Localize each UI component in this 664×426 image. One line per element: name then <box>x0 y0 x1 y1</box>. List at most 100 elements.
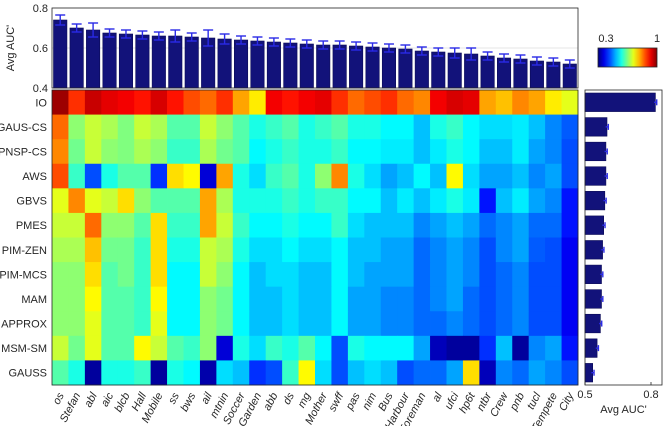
heatmap-chart: IO GAUS-CS PNSP-CS AWS GBVS PMES PIM-ZEN PIM-MC… <box>0 89 579 426</box>
top-bar <box>381 47 396 89</box>
heatmap-row-label: IO <box>35 97 47 109</box>
heatmap-cell <box>413 286 431 312</box>
heatmap-cell <box>512 335 530 361</box>
heatmap-cell <box>134 237 152 263</box>
heatmap-cell <box>347 311 365 337</box>
heatmap-cell <box>216 335 234 361</box>
heatmap-cell <box>282 139 299 165</box>
heatmap-cell <box>397 237 415 263</box>
heatmap-cell <box>298 188 316 214</box>
heatmap-cell <box>364 163 382 189</box>
heatmap-cell <box>216 163 234 189</box>
heatmap-cell <box>249 114 267 140</box>
heatmap-cell <box>265 212 283 238</box>
heatmap-cell <box>512 262 530 288</box>
heatmap-cell <box>380 360 398 386</box>
heatmap-cell <box>479 237 497 263</box>
heatmap-cell <box>364 212 382 238</box>
heatmap-cell <box>134 212 152 238</box>
heatmap-cell <box>462 262 480 288</box>
top-bar <box>299 43 314 89</box>
heatmap-cell <box>150 188 168 214</box>
heatmap-cell <box>430 262 447 288</box>
heatmap-cell <box>315 90 332 115</box>
heatmap-cell <box>84 311 102 337</box>
heatmap-cell <box>315 139 332 165</box>
heatmap-cell <box>495 360 513 386</box>
heatmap-cell <box>561 212 579 238</box>
heatmap-cell <box>397 335 415 361</box>
heatmap-cell <box>545 139 562 165</box>
heatmap-cell <box>430 311 447 337</box>
heatmap-cell <box>117 262 135 288</box>
heatmap-cell <box>545 237 562 263</box>
heatmap-cell <box>282 90 299 115</box>
heatmap-cell <box>134 311 152 337</box>
heatmap-cell <box>265 237 283 263</box>
heatmap-cell <box>167 163 184 189</box>
heatmap-cell <box>101 360 119 386</box>
heatmap-cell <box>331 360 349 386</box>
heatmap-cell <box>479 139 497 165</box>
heatmap-cell <box>347 335 365 361</box>
heatmap-cell <box>347 188 365 214</box>
heatmap-cell <box>413 163 431 189</box>
heatmap-cell <box>512 311 530 337</box>
heatmap-cell <box>561 139 579 165</box>
heatmap-row-label: GBVS <box>16 196 47 208</box>
heatmap-cell <box>364 139 382 165</box>
heatmap-cell <box>430 335 447 361</box>
heatmap-cell <box>397 212 415 238</box>
heatmap-cell <box>430 139 447 165</box>
heatmap-cell <box>380 335 398 361</box>
heatmap-cell <box>84 188 102 214</box>
heatmap-cell <box>331 114 349 140</box>
heatmap-cell <box>150 139 168 165</box>
heatmap-cell <box>315 286 332 312</box>
heatmap-column-label: pas <box>343 390 363 413</box>
heatmap-cell <box>380 237 398 263</box>
heatmap-cell <box>495 237 513 263</box>
top-bar <box>414 50 429 89</box>
heatmap-cell <box>199 114 217 140</box>
heatmap-cell <box>167 212 184 238</box>
heatmap-cell <box>232 286 250 312</box>
heatmap-cell <box>249 335 267 361</box>
heatmap-cell <box>232 262 250 288</box>
top-axes-box <box>51 7 579 89</box>
heatmap-cell <box>528 286 546 312</box>
heatmap-cell <box>134 90 152 115</box>
heatmap-cell <box>167 90 184 115</box>
heatmap-cell <box>331 286 349 312</box>
heatmap-cell <box>528 262 546 288</box>
heatmap-cell <box>183 262 201 288</box>
heatmap-cell <box>84 212 102 238</box>
heatmap-cell <box>167 237 184 263</box>
heatmap-cell <box>479 114 497 140</box>
heatmap-cell <box>413 311 431 337</box>
heatmap-cell <box>430 114 447 140</box>
heatmap-cell <box>462 114 480 140</box>
heatmap-cell <box>52 163 69 189</box>
heatmap-cell <box>249 286 267 312</box>
heatmap-cell <box>232 335 250 361</box>
heatmap-cell <box>68 262 86 288</box>
heatmap-cell <box>413 262 431 288</box>
heatmap-cell <box>282 286 299 312</box>
heatmap-cell <box>380 139 398 165</box>
heatmap-column-label: blcb <box>113 391 133 414</box>
heatmap-cell <box>265 90 283 115</box>
heatmap-cell <box>68 90 86 115</box>
heatmap-cell <box>282 163 299 189</box>
heatmap-cell <box>216 360 234 386</box>
heatmap-cell <box>249 139 267 165</box>
heatmap-cell <box>101 335 119 361</box>
heatmap-cell <box>561 262 579 288</box>
heatmap-cell <box>495 262 513 288</box>
side-bar <box>584 191 606 211</box>
heatmap-cell <box>52 188 69 214</box>
heatmap-cell <box>68 311 86 337</box>
heatmap-cell <box>380 311 398 337</box>
heatmap-cell <box>150 360 168 386</box>
heatmap-cell <box>52 237 69 263</box>
